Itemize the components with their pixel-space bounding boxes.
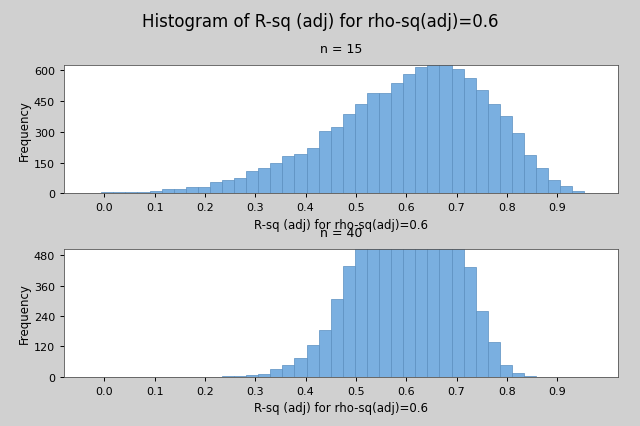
Bar	[210, 183, 222, 194]
Bar	[138, 192, 150, 194]
Bar	[415, 104, 428, 377]
Bar	[270, 164, 282, 194]
Bar	[355, 105, 367, 194]
Bar	[65, 193, 77, 194]
Bar	[500, 116, 512, 194]
Bar	[282, 365, 294, 377]
Bar	[403, 96, 415, 377]
X-axis label: R-sq (adj) for rho-sq(adj)=0.6: R-sq (adj) for rho-sq(adj)=0.6	[254, 219, 428, 231]
Bar	[476, 312, 488, 377]
Bar	[536, 168, 548, 194]
Bar	[355, 236, 367, 377]
Bar	[560, 187, 572, 194]
Bar	[367, 187, 379, 377]
Bar	[319, 132, 331, 194]
Bar	[198, 187, 210, 194]
Text: n = 40: n = 40	[319, 226, 362, 239]
Bar	[451, 70, 463, 194]
Y-axis label: Frequency: Frequency	[18, 100, 31, 160]
Bar	[367, 94, 379, 194]
Bar	[440, 158, 451, 377]
Bar	[428, 130, 440, 377]
Bar	[463, 268, 476, 377]
Bar	[307, 345, 319, 377]
Bar	[234, 179, 246, 194]
Bar	[572, 192, 584, 194]
Bar	[331, 299, 343, 377]
Bar	[512, 134, 524, 194]
Text: n = 15: n = 15	[319, 43, 362, 56]
Bar	[403, 75, 415, 194]
Bar	[331, 128, 343, 194]
Bar	[282, 157, 294, 194]
Bar	[379, 153, 391, 377]
Bar	[476, 91, 488, 194]
Bar	[259, 169, 270, 194]
Bar	[451, 204, 463, 377]
Bar	[379, 94, 391, 194]
Bar	[101, 193, 113, 194]
Bar	[343, 114, 355, 194]
Bar	[125, 193, 138, 194]
Bar	[391, 128, 403, 377]
Bar	[259, 374, 270, 377]
Bar	[500, 366, 512, 377]
Bar	[343, 267, 355, 377]
Bar	[246, 375, 259, 377]
Bar	[246, 172, 259, 194]
Bar	[186, 187, 198, 194]
Bar	[488, 104, 500, 194]
Bar	[307, 149, 319, 194]
Bar	[488, 343, 500, 377]
Bar	[270, 369, 282, 377]
Bar	[222, 181, 234, 194]
Bar	[391, 83, 403, 194]
Bar	[113, 193, 125, 194]
Bar	[548, 181, 560, 194]
Bar	[463, 79, 476, 194]
Bar	[234, 376, 246, 377]
Text: Histogram of R-sq (adj) for rho-sq(adj)=0.6: Histogram of R-sq (adj) for rho-sq(adj)=…	[141, 13, 499, 31]
Y-axis label: Frequency: Frequency	[18, 283, 31, 343]
Bar	[294, 155, 307, 194]
Bar	[319, 331, 331, 377]
Bar	[512, 373, 524, 377]
Bar	[440, 58, 451, 194]
Bar	[415, 67, 428, 194]
Bar	[173, 189, 186, 194]
X-axis label: R-sq (adj) for rho-sq(adj)=0.6: R-sq (adj) for rho-sq(adj)=0.6	[254, 402, 428, 414]
Bar	[294, 359, 307, 377]
Bar	[150, 192, 162, 194]
Bar	[428, 58, 440, 194]
Bar	[162, 190, 173, 194]
Bar	[524, 155, 536, 194]
